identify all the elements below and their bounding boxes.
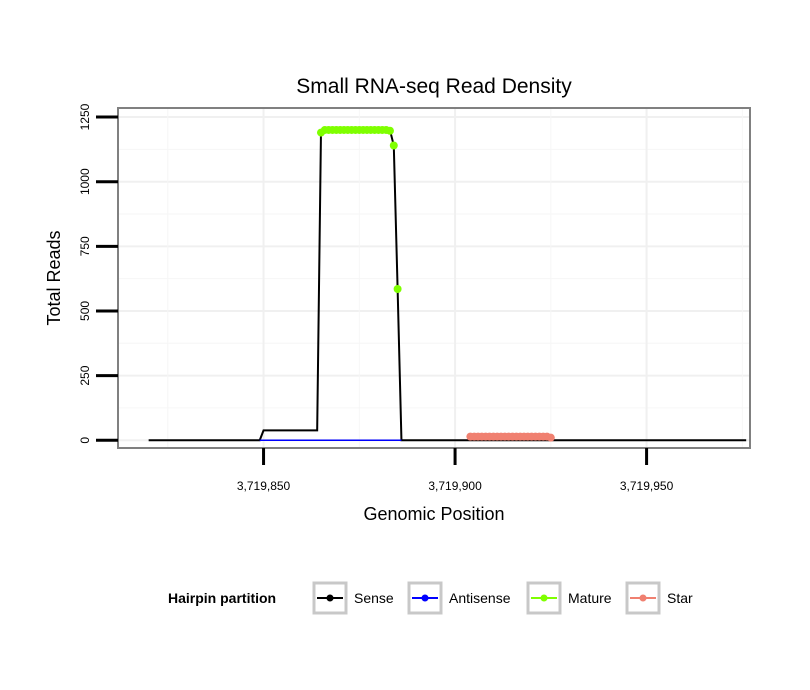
grid — [118, 108, 750, 448]
data-point-star — [546, 433, 555, 442]
series-line-sense — [148, 128, 747, 442]
chart-title: Small RNA-seq Read Density — [296, 75, 572, 98]
legend-label-antisense: Antisense — [449, 590, 511, 606]
y-tick-label: 0 — [78, 437, 92, 444]
legend-label-mature: Mature — [568, 590, 612, 606]
x-axis-title: Genomic Position — [363, 504, 504, 524]
y-tick-label: 1000 — [78, 168, 92, 195]
legend-key-point-star — [639, 594, 647, 602]
data-point-mature — [385, 126, 394, 135]
data-point-mature — [389, 141, 398, 150]
legend-label-star: Star — [667, 590, 693, 606]
y-tick-label: 500 — [78, 301, 92, 321]
axes: 0 250 500 750 1000 1250 3,719,850 3,719,900 3,71… — [78, 103, 673, 493]
plot-panel-border — [117, 107, 751, 449]
legend-key-point-antisense — [421, 594, 429, 602]
data-point-mature — [393, 284, 402, 293]
x-tick-label: 3,719,950 — [620, 479, 674, 493]
series-layer — [148, 125, 747, 442]
y-tick-label: 1250 — [78, 103, 92, 130]
y-axis-title: Total Reads — [44, 230, 64, 325]
legend-key-point-sense — [326, 594, 334, 602]
y-tick-label: 750 — [78, 236, 92, 256]
y-tick-label: 250 — [78, 365, 92, 385]
legend-key-point-mature — [540, 594, 548, 602]
legend-title: Hairpin partition — [168, 590, 276, 606]
legend: Hairpin partition Sense Antisense Mature St… — [168, 581, 693, 615]
x-tick-label: 3,719,850 — [237, 479, 291, 493]
x-tick-label: 3,719,900 — [428, 479, 482, 493]
legend-label-sense: Sense — [354, 590, 394, 606]
